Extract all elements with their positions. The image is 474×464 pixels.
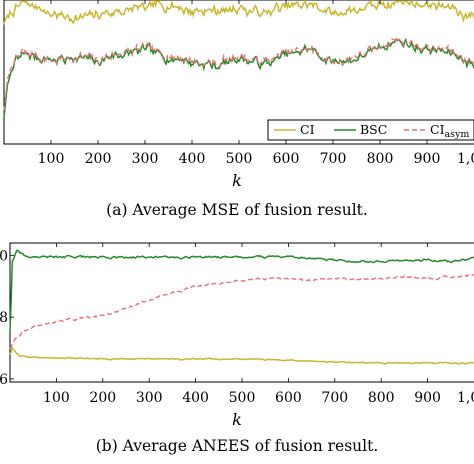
x-tick-label: 100 (43, 390, 70, 406)
chart-panel-anees: 100 200 300 400 500 600 700 800 900 1,0 6 8 10 k (b… (0, 242, 474, 455)
y-tick-label: 6 (0, 372, 8, 388)
y-axis-anees: 6 8 10 (0, 248, 14, 388)
x-axis-label-mse: k (232, 171, 242, 190)
series-line-ci (3, 0, 474, 25)
legend-label-bsc: BSC (360, 122, 387, 137)
series-group-anees (9, 249, 474, 365)
x-tick-label: 1,0 (457, 151, 474, 167)
x-tick-label: 100 (38, 151, 65, 167)
x-tick-label: 900 (414, 151, 441, 167)
x-tick-label: 800 (367, 151, 394, 167)
chart-panel-mse: 100 200 300 400 500 600 700 800 900 1,0 k (a) Ave… (3, 0, 474, 219)
x-tick-label: 600 (275, 390, 302, 406)
legend-box (267, 119, 474, 141)
x-tick-label: 1,0 (457, 390, 474, 406)
y-tick-label: 8 (0, 310, 8, 326)
series-group-mse (3, 0, 474, 118)
x-tick-label: 300 (132, 151, 159, 167)
x-tick-label: 600 (273, 151, 300, 167)
x-tick-label: 400 (179, 151, 206, 167)
x-axis-label-anees: k (232, 410, 242, 429)
legend-label-ci-asym-main: CI (430, 122, 445, 137)
x-axis-mse: 100 200 300 400 500 600 700 800 900 1,0 (38, 0, 474, 167)
x-tick-label: 700 (320, 151, 347, 167)
x-tick-label: 500 (226, 151, 253, 167)
series-line-ci-asym (3, 35, 474, 111)
series-line-ci-asym (9, 273, 474, 350)
series-line-ci (9, 345, 474, 365)
series-line-bsc (3, 37, 474, 118)
x-tick-label: 400 (182, 390, 209, 406)
y-tick-label: 10 (0, 248, 8, 264)
caption-anees: (b) Average ANEES of fusion result. (96, 437, 379, 455)
x-tick-label: 900 (414, 390, 441, 406)
x-tick-label: 800 (368, 390, 395, 406)
series-line-bsc (9, 249, 474, 334)
legend-mse: CI BSC CIasym (267, 119, 474, 141)
x-tick-label: 200 (89, 390, 116, 406)
caption-mse: (a) Average MSE of fusion result. (106, 201, 368, 219)
x-tick-label: 500 (229, 390, 256, 406)
plot-frame-mse (3, 0, 474, 145)
x-tick-label: 200 (85, 151, 112, 167)
x-tick-label: 700 (321, 390, 348, 406)
legend-label-ci-asym-sub: asym (445, 129, 470, 140)
legend-label-ci-asym: CIasym (430, 122, 469, 140)
legend-label-ci: CI (300, 122, 315, 137)
plot-frame-anees (9, 242, 474, 383)
x-axis-anees: 100 200 300 400 500 600 700 800 900 1,0 (43, 243, 474, 406)
x-tick-label: 300 (136, 390, 163, 406)
